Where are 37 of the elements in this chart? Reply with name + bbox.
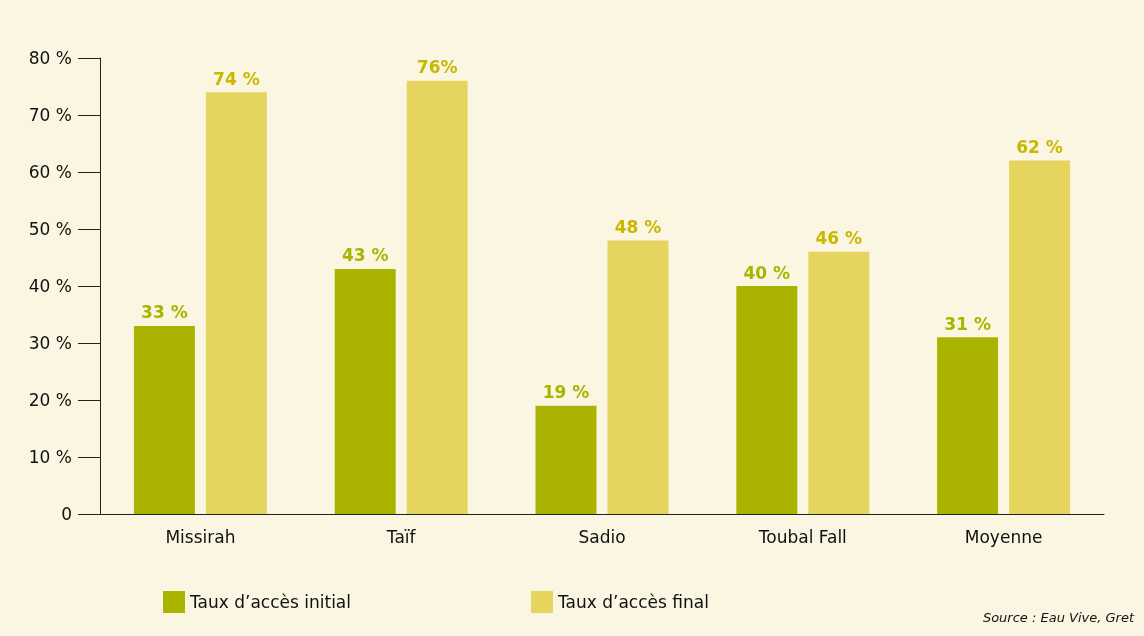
data-label: 74 % — [213, 68, 260, 89]
data-label: 31 % — [944, 313, 991, 334]
y-tick-label: 70 % — [28, 105, 72, 125]
bar — [937, 337, 999, 514]
y-tick-label: 60 % — [28, 162, 72, 182]
source-note: Source : Eau Vive, Gret — [982, 610, 1135, 625]
data-label: 76% — [416, 57, 458, 78]
bar — [535, 405, 597, 514]
data-label: 48 % — [614, 216, 662, 237]
x-tick-label: Toubal Fall — [757, 526, 847, 547]
x-tick-label: Sadio — [578, 526, 626, 547]
y-tick-label: 30 % — [28, 333, 72, 353]
bar — [1009, 160, 1071, 514]
y-tick-label: 20 % — [28, 390, 72, 410]
data-label: 43 % — [341, 245, 389, 266]
x-tick-label: Taïf — [385, 526, 417, 547]
data-label: 33 % — [141, 302, 188, 323]
legend-label: Taux d’accès final — [557, 592, 709, 612]
data-label: 46 % — [815, 228, 863, 249]
y-tick-label: 50 % — [28, 219, 72, 239]
bar — [133, 325, 195, 514]
y-tick-label: 10 % — [28, 447, 72, 467]
bar — [406, 80, 468, 514]
bar — [607, 240, 669, 514]
x-tick-label: Moyenne — [964, 526, 1043, 547]
y-tick-label: 40 % — [28, 276, 72, 296]
x-tick-label: Missirah — [165, 526, 236, 547]
data-label: 40 % — [743, 262, 791, 283]
legend-label: Taux d’accès initial — [189, 592, 352, 612]
bar — [736, 286, 798, 514]
bar — [808, 251, 870, 514]
data-label: 62 % — [1016, 137, 1063, 158]
y-tick-label: 80 % — [28, 48, 72, 68]
bar — [205, 92, 267, 514]
y-tick-label: 0 — [61, 504, 72, 524]
bar — [334, 268, 396, 514]
data-label: 19 % — [542, 382, 590, 403]
